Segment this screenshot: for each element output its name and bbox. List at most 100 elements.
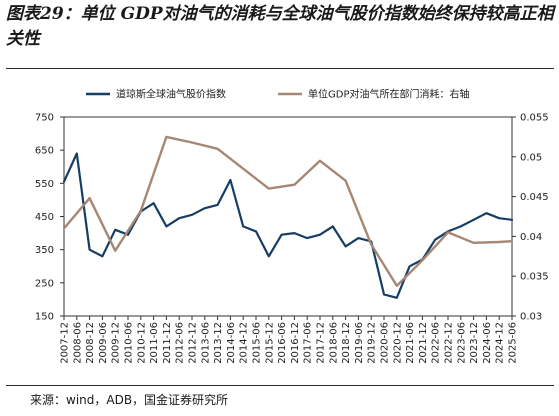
dual-axis-line-chart: 150 250 350 450 550 650 750 0.03 0.035 0.04 0.045… — [35, 88, 549, 364]
gdp-oil-consumption-point — [511, 240, 513, 242]
oil-gas-index-point — [396, 296, 398, 299]
y-axis-right-tick-label: 0.045 — [520, 192, 549, 203]
x-axis-tick-label: 2010-12 — [136, 322, 147, 364]
x-axis-tick-label: 2014-12 — [239, 322, 250, 364]
x-axis-tick-label: 2023-06 — [456, 322, 467, 364]
oil-gas-index-point — [63, 180, 65, 183]
oil-gas-index-point — [472, 219, 475, 221]
legend-label-oil-gas-index: 道琼斯全球油气股价指数 — [116, 88, 226, 101]
x-axis-tick-label: 2016-12 — [290, 322, 301, 364]
x-axis-tick-label: 2024-12 — [495, 322, 506, 364]
oil-gas-index-point — [114, 228, 116, 231]
gdp-oil-consumption-point — [242, 167, 244, 170]
y-axis-left-tick-label: 250 — [35, 278, 54, 289]
oil-gas-index-point — [511, 219, 513, 221]
x-axis-tick-label: 2012-12 — [188, 322, 199, 364]
x-axis-tick-label: 2013-06 — [200, 322, 211, 364]
x-axis-tick-label: 2008-06 — [72, 322, 83, 364]
oil-gas-index-point — [76, 152, 78, 155]
x-axis-tick-label: 2017-12 — [316, 322, 327, 364]
x-axis-tick-label: 2015-06 — [252, 322, 263, 364]
gdp-oil-consumption-point — [63, 227, 65, 230]
x-axis-tick-label: 2020-12 — [392, 322, 403, 364]
x-axis-tick-label: 2014-06 — [226, 322, 237, 364]
oil-gas-index-point — [268, 255, 270, 258]
y-axis-right-tick-label: 0.03 — [520, 312, 542, 323]
gdp-oil-consumption-line — [62, 135, 514, 287]
gdp-oil-consumption-point — [319, 159, 321, 162]
oil-gas-index-point — [408, 265, 411, 268]
source-note: 来源：wind，ADB，国金证券研究所 — [30, 393, 229, 407]
x-axis-tick-label: 2008-12 — [85, 322, 96, 364]
legend-label-gdp-oil-consumption: 单位GDP对油气所在部门消耗：右轴 — [308, 88, 469, 101]
oil-gas-index-point — [101, 255, 104, 258]
y-axis-right-tick-label: 0.055 — [520, 113, 549, 124]
oil-gas-index-point — [485, 212, 488, 214]
x-axis-tick-label: 2009-12 — [111, 322, 122, 364]
x-axis-tick-label: 2022-12 — [444, 322, 455, 364]
oil-gas-index-point — [127, 233, 129, 236]
x-axis-tick-label: 2012-06 — [175, 322, 186, 364]
gdp-oil-consumption-point — [421, 259, 424, 262]
x-axis-tick-label: 2023-12 — [469, 322, 480, 364]
x-axis-tick-label: 2019-06 — [354, 322, 365, 364]
gdp-oil-consumption-point — [370, 243, 373, 246]
y-axis-right-tick-label: 0.05 — [520, 152, 542, 163]
gdp-oil-consumption-point — [191, 141, 193, 144]
oil-gas-index-point — [434, 238, 437, 241]
y-axis-left-tick-label: 350 — [35, 245, 54, 256]
x-axis-tick-label: 2020-06 — [380, 322, 391, 364]
figure-title: 图表29：单位 GDP对油气的消耗与全球油气股价指数始终保持较高正相关性 — [6, 4, 554, 49]
x-axis-tick-label: 2011-06 — [149, 322, 160, 364]
gdp-oil-consumption-point — [447, 231, 449, 234]
oil-gas-index-point — [165, 225, 168, 228]
gdp-oil-consumption-point — [216, 148, 219, 150]
oil-gas-index-point — [204, 207, 206, 210]
oil-gas-index-point — [280, 233, 283, 236]
oil-gas-index-point — [344, 245, 347, 248]
y-axis-left-tick-label: 550 — [35, 179, 54, 190]
x-axis-tick-label: 2015-12 — [264, 322, 275, 364]
x-axis-tick-label: 2018-12 — [341, 322, 352, 364]
x-axis-tick-label: 2016-06 — [277, 322, 288, 364]
y-axis-left-tick-label: 650 — [35, 146, 54, 157]
x-axis-tick-label: 2022-06 — [431, 322, 442, 364]
title-divider — [6, 68, 554, 69]
oil-gas-index-point — [293, 232, 296, 234]
x-axis-tick-label: 2019-12 — [367, 322, 378, 364]
gdp-oil-consumption-point — [140, 210, 142, 212]
oil-gas-index-point — [152, 202, 155, 205]
x-axis-tick-label: 2009-06 — [98, 322, 109, 364]
oil-gas-index-point — [191, 214, 193, 216]
oil-gas-index-point — [88, 248, 91, 251]
x-axis-tick-label: 2010-06 — [124, 322, 135, 364]
y-axis-left-tick-label: 750 — [35, 113, 54, 124]
plot-area-border — [63, 116, 513, 317]
gdp-oil-consumption-point — [88, 197, 91, 199]
x-axis-tick-label: 2007-12 — [60, 322, 71, 364]
gdp-oil-consumption-point — [472, 241, 475, 244]
y-axis-left-tick-label: 150 — [35, 312, 54, 323]
gdp-oil-consumption-point — [344, 179, 347, 182]
gdp-oil-consumption-point — [114, 249, 116, 252]
oil-gas-index-point — [242, 225, 244, 228]
oil-gas-index-point — [357, 237, 360, 239]
oil-gas-index-point — [319, 233, 321, 236]
gdp-oil-consumption-point — [293, 183, 296, 186]
x-axis-tick-label: 2024-06 — [482, 322, 493, 364]
y-axis-left-tick-label: 450 — [35, 212, 54, 223]
x-axis-tick-label: 2013-12 — [213, 322, 224, 364]
x-axis-tick-label: 2021-12 — [418, 322, 429, 364]
x-axis-tick-label: 2021-06 — [405, 322, 416, 364]
y-axis-right-tick-label: 0.04 — [520, 232, 542, 243]
oil-gas-index-point — [332, 225, 334, 228]
oil-gas-index-point — [460, 225, 462, 228]
source-divider — [6, 385, 554, 386]
oil-gas-index-point — [178, 217, 180, 219]
x-axis-tick-label: 2018-06 — [328, 322, 339, 364]
x-axis-tick-label: 2025-06 — [508, 322, 519, 364]
gdp-oil-consumption-point — [498, 241, 501, 243]
oil-gas-index-point — [383, 293, 385, 296]
oil-gas-index-point — [216, 204, 219, 206]
oil-gas-index-point — [498, 217, 501, 219]
